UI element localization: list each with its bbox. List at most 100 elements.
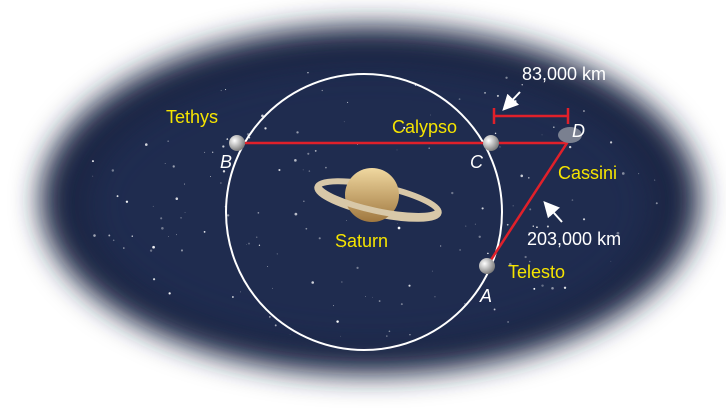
star (341, 281, 342, 282)
star (307, 72, 308, 73)
star (475, 224, 476, 225)
star (168, 236, 169, 237)
star (564, 287, 566, 289)
star (459, 249, 461, 251)
star (386, 336, 387, 337)
point-letter: B (220, 152, 232, 172)
star (309, 170, 310, 171)
star (610, 261, 611, 262)
star (173, 165, 175, 167)
point-letter: A (479, 286, 492, 306)
star (533, 288, 535, 290)
star (153, 206, 154, 207)
star (112, 169, 114, 171)
star (108, 235, 110, 237)
star (161, 227, 164, 230)
star (169, 292, 171, 294)
star (272, 288, 273, 289)
star (126, 201, 128, 203)
star (295, 213, 298, 216)
star (150, 250, 152, 252)
star (513, 205, 514, 206)
star (259, 245, 260, 246)
star (529, 208, 531, 210)
star (379, 300, 381, 302)
star (227, 214, 229, 216)
star (123, 247, 125, 249)
star (311, 281, 314, 284)
star (322, 90, 323, 91)
star (389, 330, 391, 332)
star (494, 309, 496, 311)
star (440, 245, 441, 246)
star (541, 284, 543, 286)
star (303, 169, 304, 170)
star (319, 237, 321, 239)
star (153, 278, 155, 280)
star (303, 201, 304, 202)
star (296, 131, 298, 133)
star (547, 225, 549, 227)
star (160, 217, 162, 219)
star (551, 287, 554, 290)
star (222, 145, 224, 147)
star (167, 140, 169, 142)
moon (483, 135, 499, 151)
star (484, 92, 486, 94)
star (497, 95, 499, 97)
star (495, 133, 496, 134)
star (465, 226, 466, 227)
star (92, 176, 93, 177)
planet-name: Saturn (335, 231, 388, 251)
star (432, 271, 433, 272)
star (204, 152, 205, 153)
star (572, 199, 574, 201)
star (536, 226, 538, 228)
star (333, 305, 334, 306)
star (336, 320, 338, 322)
star (451, 192, 453, 194)
star (132, 236, 133, 237)
star (240, 292, 241, 293)
moon-name: Calypso (392, 117, 457, 137)
star (487, 253, 489, 255)
star (515, 100, 517, 102)
star (372, 297, 373, 298)
star (145, 143, 148, 146)
star (221, 90, 222, 91)
star (275, 324, 277, 326)
distance-label: 203,000 km (527, 229, 621, 249)
distance-label: 83,000 km (522, 64, 606, 84)
star (521, 84, 522, 85)
star (176, 234, 177, 235)
star (181, 249, 183, 251)
star (520, 175, 523, 178)
star (583, 218, 585, 220)
star (346, 220, 347, 221)
star (92, 160, 94, 162)
star (505, 77, 507, 79)
star (408, 285, 410, 287)
star (248, 243, 250, 245)
star (290, 334, 291, 335)
star (305, 228, 307, 230)
star (638, 173, 639, 174)
star (553, 127, 554, 128)
star (307, 153, 309, 155)
star (542, 134, 543, 135)
star (315, 150, 317, 152)
star (269, 316, 271, 318)
star (583, 110, 584, 111)
moon-name: Telesto (508, 262, 565, 282)
star (401, 303, 403, 305)
moon (229, 135, 245, 151)
illustration: Tethys B Calypso C D Cassini Telesto A S… (0, 0, 726, 408)
star (397, 223, 398, 224)
star (344, 121, 345, 122)
star (258, 212, 260, 214)
star (347, 102, 348, 103)
star (152, 246, 155, 249)
moon-name: Tethys (166, 107, 218, 127)
star (569, 146, 571, 148)
star (113, 239, 115, 241)
